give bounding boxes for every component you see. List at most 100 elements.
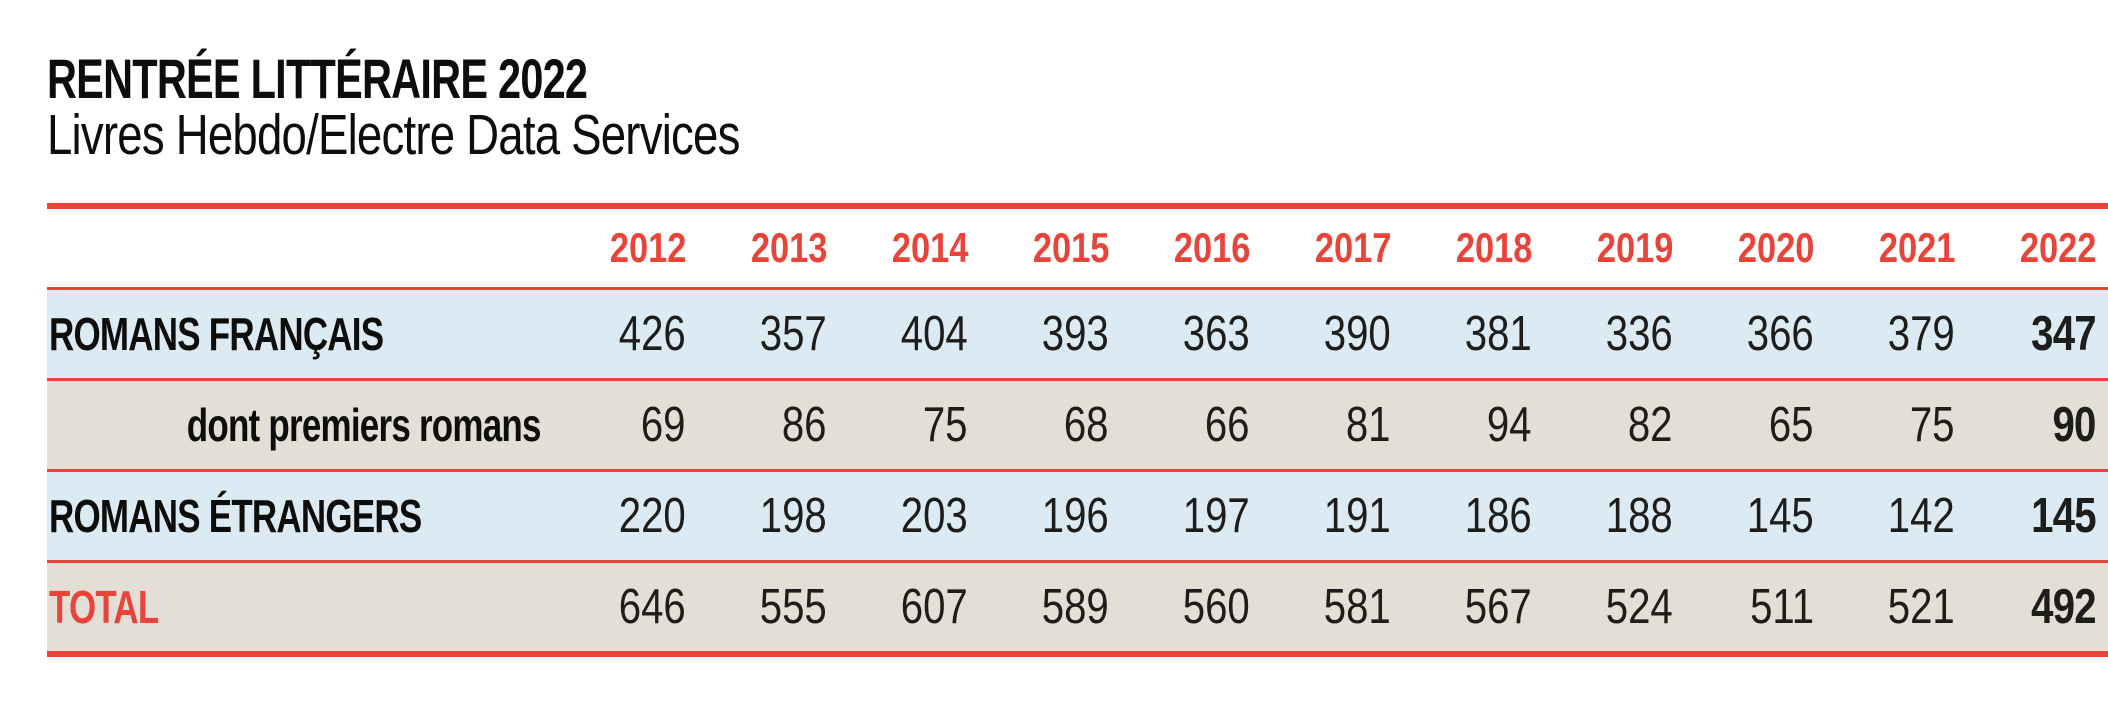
value: 581 [1323, 579, 1391, 634]
value: 203 [900, 488, 968, 543]
value: 81 [1346, 397, 1391, 452]
value: 75 [1910, 397, 1955, 452]
value-cell-2016: 66 [1121, 381, 1262, 469]
value-cell-2016: 560 [1121, 563, 1262, 651]
value-cell-2021: 379 [1826, 290, 1967, 378]
year-header-label: 2018 [1455, 224, 1532, 271]
data-table: 2012 2013 2014 2015 2016 2017 2018 2019 2020 2021… [47, 203, 2108, 657]
value: 521 [1887, 579, 1955, 634]
row-label: ROMANS ÉTRANGERS [49, 490, 422, 542]
value-cell-2016: 197 [1121, 472, 1262, 560]
value: 336 [1605, 306, 1673, 361]
value-cell-2018: 186 [1403, 472, 1544, 560]
value-cell-2015: 589 [980, 563, 1121, 651]
value-cell-2020: 145 [1685, 472, 1826, 560]
year-header-label: 2014 [891, 224, 968, 271]
value-cell-2019: 188 [1544, 472, 1685, 560]
value-cell-2013: 86 [698, 381, 839, 469]
value: 69 [641, 397, 686, 452]
value: 191 [1323, 488, 1391, 543]
value-cell-2019: 524 [1544, 563, 1685, 651]
row-label-cell: ROMANS FRANÇAIS [47, 290, 557, 378]
value: 65 [1769, 397, 1814, 452]
year-header-2016: 2016 [1121, 209, 1262, 287]
value: 524 [1605, 579, 1673, 634]
value: 393 [1041, 306, 1109, 361]
value-cell-2014: 607 [839, 563, 980, 651]
year-header-label: 2020 [1737, 224, 1814, 271]
value-cell-2020: 511 [1685, 563, 1826, 651]
value-cell-2017: 191 [1262, 472, 1403, 560]
row-label: TOTAL [49, 581, 159, 633]
value: 404 [900, 306, 968, 361]
value-cell-2022: 492 [1967, 563, 2108, 651]
year-header-2015: 2015 [980, 209, 1121, 287]
row-label: dont premiers romans [187, 399, 542, 451]
year-header-label: 2022 [2019, 224, 2096, 271]
value: 220 [618, 488, 686, 543]
year-header-label: 2012 [609, 224, 686, 271]
value: 390 [1323, 306, 1391, 361]
table-row-dont-premiers-romans: dont premiers romans 69 86 75 68 66 81 94 82 65 75… [47, 378, 2108, 469]
value-cell-2018: 567 [1403, 563, 1544, 651]
year-header-2012: 2012 [557, 209, 698, 287]
value: 426 [618, 306, 686, 361]
value-cell-2012: 426 [557, 290, 698, 378]
value: 347 [2031, 306, 2096, 361]
value: 86 [782, 397, 827, 452]
value: 560 [1182, 579, 1250, 634]
value-cell-2012: 646 [557, 563, 698, 651]
corner-empty-cell [47, 209, 557, 287]
value: 511 [1749, 579, 1814, 634]
value: 492 [2031, 579, 2096, 634]
value: 186 [1464, 488, 1532, 543]
table-row-romans-trangers: ROMANS ÉTRANGERS 220 198 203 196 197 191 186 188… [47, 469, 2108, 560]
value-cell-2019: 336 [1544, 290, 1685, 378]
page-subtitle: Livres Hebdo/Electre Data Services [47, 103, 740, 167]
page-title: RENTRÉE LITTÉRAIRE 2022 [47, 47, 588, 110]
year-header-2017: 2017 [1262, 209, 1403, 287]
value-cell-2020: 65 [1685, 381, 1826, 469]
year-header-2019: 2019 [1544, 209, 1685, 287]
value-cell-2019: 82 [1544, 381, 1685, 469]
value-cell-2022: 90 [1967, 381, 2108, 469]
value-cell-2014: 203 [839, 472, 980, 560]
year-header-row: 2012 2013 2014 2015 2016 2017 2018 2019 2020 2021… [47, 209, 2108, 287]
value-cell-2017: 390 [1262, 290, 1403, 378]
value-cell-2017: 81 [1262, 381, 1403, 469]
value: 66 [1205, 397, 1250, 452]
value-cell-2022: 145 [1967, 472, 2108, 560]
value: 82 [1628, 397, 1673, 452]
year-header-2018: 2018 [1403, 209, 1544, 287]
year-header-label: 2016 [1173, 224, 1250, 271]
value-cell-2020: 366 [1685, 290, 1826, 378]
value: 363 [1182, 306, 1250, 361]
value-cell-2015: 68 [980, 381, 1121, 469]
year-header-label: 2021 [1878, 224, 1955, 271]
row-label: ROMANS FRANÇAIS [49, 308, 384, 360]
value-cell-2016: 363 [1121, 290, 1262, 378]
value-cell-2012: 69 [557, 381, 698, 469]
year-header-2021: 2021 [1826, 209, 1967, 287]
value: 555 [759, 579, 827, 634]
row-label-cell: TOTAL [47, 563, 557, 651]
value-cell-2022: 347 [1967, 290, 2108, 378]
value-cell-2014: 404 [839, 290, 980, 378]
masthead: RENTRÉE LITTÉRAIRE 2022 Livres Hebdo/Ele… [47, 47, 913, 167]
value-cell-2018: 94 [1403, 381, 1544, 469]
value-cell-2015: 196 [980, 472, 1121, 560]
value: 589 [1041, 579, 1109, 634]
value: 142 [1887, 488, 1955, 543]
value: 75 [923, 397, 968, 452]
value: 366 [1746, 306, 1814, 361]
value: 646 [618, 579, 686, 634]
value: 196 [1041, 488, 1109, 543]
value: 90 [2052, 397, 2097, 452]
value: 94 [1487, 397, 1532, 452]
year-header-label: 2019 [1596, 224, 1673, 271]
value-cell-2017: 581 [1262, 563, 1403, 651]
row-label-cell: dont premiers romans [47, 381, 557, 469]
value-cell-2021: 75 [1826, 381, 1967, 469]
value: 567 [1464, 579, 1532, 634]
value-cell-2013: 555 [698, 563, 839, 651]
